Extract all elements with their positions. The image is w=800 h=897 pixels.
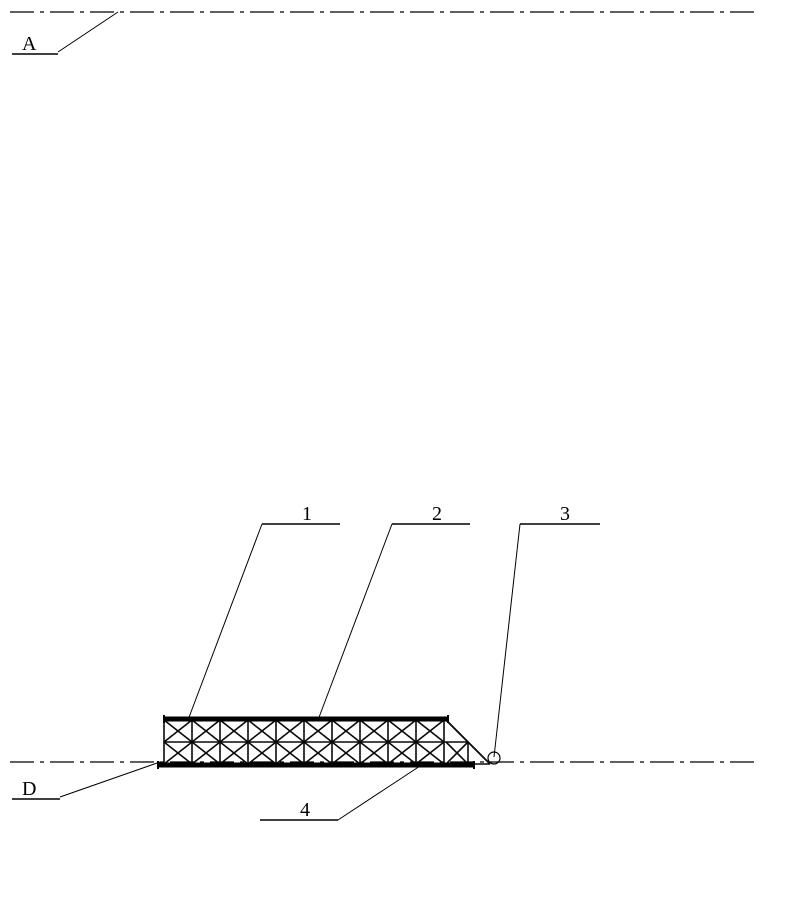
leader-A <box>58 12 118 52</box>
leader-l4 <box>338 766 420 820</box>
leader-l3 <box>494 524 520 757</box>
label-4: 4 <box>260 799 338 821</box>
label-D: D <box>12 778 60 800</box>
label-D-text: D <box>22 778 36 800</box>
truss <box>158 715 490 769</box>
leader-D <box>60 762 160 797</box>
label-A: A <box>12 33 58 55</box>
label-2: 2 <box>392 503 470 525</box>
label-3: 3 <box>520 503 600 525</box>
leader-l1 <box>188 524 262 720</box>
label-3-text: 3 <box>560 503 570 525</box>
label-1-text: 1 <box>302 503 312 525</box>
leader-l2 <box>318 524 392 720</box>
label-4-text: 4 <box>300 799 310 821</box>
label-A-text: A <box>22 33 37 55</box>
label-1: 1 <box>262 503 340 525</box>
label-2-text: 2 <box>432 503 442 525</box>
